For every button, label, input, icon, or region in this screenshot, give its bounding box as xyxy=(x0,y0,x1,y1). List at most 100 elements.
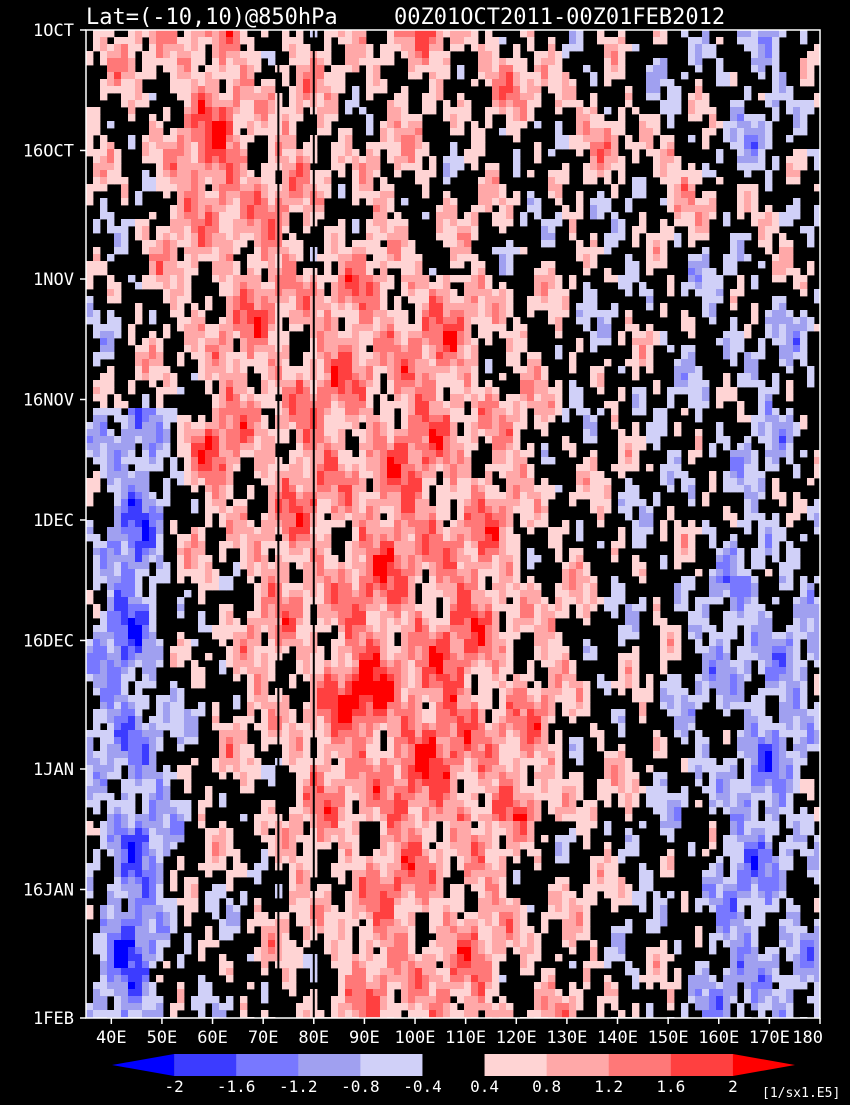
field-cell xyxy=(380,51,388,59)
field-cell xyxy=(366,289,374,297)
field-cell xyxy=(233,450,241,458)
field-cell xyxy=(191,527,199,535)
field-cell xyxy=(450,555,458,563)
field-cell xyxy=(576,30,584,38)
field-cell xyxy=(226,254,234,262)
field-cell xyxy=(793,429,801,437)
field-cell xyxy=(282,205,290,213)
field-cell xyxy=(485,289,493,297)
field-cell xyxy=(751,44,759,52)
field-cell xyxy=(128,72,136,80)
field-cell xyxy=(681,177,689,185)
field-cell xyxy=(289,317,297,325)
field-cell xyxy=(758,352,766,360)
field-cell xyxy=(632,436,640,444)
field-cell xyxy=(443,345,451,353)
field-cell xyxy=(716,338,724,346)
field-cell xyxy=(604,401,612,409)
field-cell xyxy=(632,338,640,346)
field-cell xyxy=(163,247,171,255)
field-cell xyxy=(156,268,164,276)
field-cell xyxy=(149,520,157,528)
field-cell xyxy=(513,464,521,472)
field-cell xyxy=(681,282,689,290)
field-cell xyxy=(443,534,451,542)
field-cell xyxy=(177,471,185,479)
field-cell xyxy=(268,492,276,500)
field-cell xyxy=(184,135,192,143)
field-cell xyxy=(359,499,367,507)
field-cell xyxy=(93,254,101,262)
field-cell xyxy=(219,219,227,227)
field-cell xyxy=(282,555,290,563)
field-cell xyxy=(471,408,479,416)
field-cell xyxy=(387,513,395,521)
field-cell xyxy=(464,387,472,395)
field-cell xyxy=(240,191,248,199)
field-cell xyxy=(450,170,458,178)
field-cell xyxy=(464,534,472,542)
field-cell xyxy=(590,485,598,493)
field-cell xyxy=(121,86,129,94)
field-cell xyxy=(751,205,759,213)
field-cell xyxy=(576,254,584,262)
field-cell xyxy=(240,72,248,80)
field-cell xyxy=(513,44,521,52)
field-cell xyxy=(135,44,143,52)
field-cell xyxy=(681,219,689,227)
field-cell xyxy=(387,380,395,388)
field-cell xyxy=(198,464,206,472)
field-cell xyxy=(590,436,598,444)
field-cell xyxy=(184,429,192,437)
field-cell xyxy=(464,436,472,444)
field-cell xyxy=(485,534,493,542)
field-cell xyxy=(261,233,269,241)
field-cell xyxy=(527,513,535,521)
field-cell xyxy=(254,457,262,465)
field-cell xyxy=(548,303,556,311)
field-cell xyxy=(100,443,108,451)
field-cell xyxy=(268,51,276,59)
field-cell xyxy=(324,457,332,465)
field-cell xyxy=(709,303,717,311)
field-cell xyxy=(338,429,346,437)
field-cell xyxy=(394,100,402,108)
field-cell xyxy=(632,331,640,339)
field-cell xyxy=(205,296,213,304)
field-cell xyxy=(107,177,115,185)
field-cell xyxy=(688,450,696,458)
field-cell xyxy=(149,156,157,164)
field-cell xyxy=(303,177,311,185)
field-cell xyxy=(177,450,185,458)
field-cell xyxy=(408,51,416,59)
field-cell xyxy=(387,429,395,437)
field-cell xyxy=(345,513,353,521)
field-cell xyxy=(352,464,360,472)
field-cell xyxy=(485,506,493,514)
field-cell xyxy=(219,289,227,297)
field-cell xyxy=(219,58,227,66)
field-cell xyxy=(233,317,241,325)
field-cell xyxy=(233,247,241,255)
field-cell xyxy=(646,520,654,528)
field-cell xyxy=(506,303,514,311)
field-cell xyxy=(184,324,192,332)
field-cell xyxy=(282,359,290,367)
field-cell xyxy=(219,331,227,339)
field-cell xyxy=(765,128,773,136)
field-cell xyxy=(366,128,374,136)
field-cell xyxy=(632,492,640,500)
field-cell xyxy=(86,429,94,437)
field-cell xyxy=(212,198,220,206)
field-cell xyxy=(800,450,808,458)
field-cell xyxy=(646,65,654,73)
field-cell xyxy=(534,198,542,206)
field-cell xyxy=(177,324,185,332)
field-cell xyxy=(170,128,178,136)
field-cell xyxy=(282,513,290,521)
field-cell xyxy=(261,212,269,220)
field-cell xyxy=(100,345,108,353)
field-cell xyxy=(786,541,794,549)
field-cell xyxy=(352,429,360,437)
field-cell xyxy=(317,513,325,521)
